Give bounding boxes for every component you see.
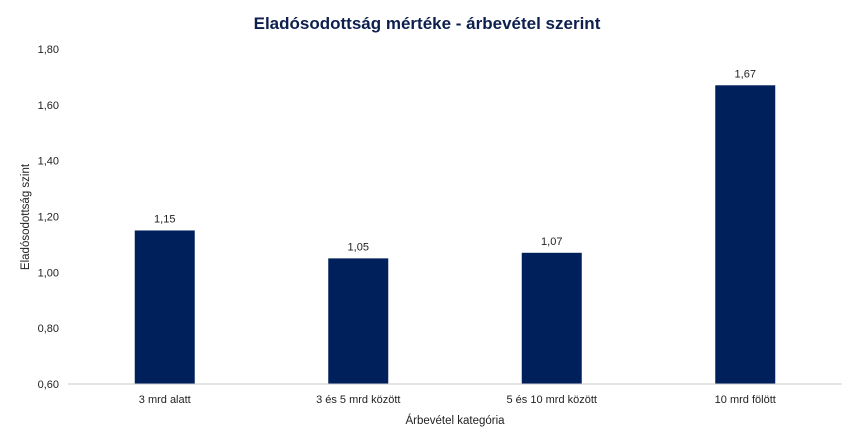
bars [134, 85, 776, 385]
bar [715, 85, 776, 385]
y-tick-label: 1,40 [38, 156, 59, 168]
y-tick-label: 1,60 [38, 100, 59, 112]
data-labels: 1,15 1,05 1,07 1,67 [154, 68, 756, 253]
y-axis-ticks: 0,60 0,80 1,00 1,20 1,40 1,60 1,80 [38, 44, 59, 391]
y-tick-label: 1,20 [38, 212, 59, 224]
data-label: 1,05 [348, 241, 369, 253]
y-tick-label: 1,80 [38, 44, 59, 56]
y-tick-label: 1,00 [38, 267, 59, 279]
x-tick-label: 10 mrd fölött [715, 394, 776, 406]
x-axis-ticks: 3 mrd alatt 3 és 5 mrd között 5 és 10 mrd … [139, 394, 776, 406]
y-tick-label: 0,60 [38, 379, 59, 391]
data-label: 1,15 [154, 213, 175, 225]
chart-title: Eladósodottság mértéke - árbevétel szeri… [254, 14, 601, 33]
y-tick-label: 0,80 [38, 323, 59, 335]
x-tick-label: 3 és 5 mrd között [316, 394, 400, 406]
bar [328, 258, 389, 384]
x-tick-label: 5 és 10 mrd között [507, 394, 598, 406]
bar [521, 252, 582, 384]
bar [134, 230, 195, 384]
data-label: 1,67 [735, 68, 756, 80]
x-tick-label: 3 mrd alatt [139, 394, 191, 406]
x-axis-title: Árbevétel kategória [405, 414, 505, 427]
data-label: 1,07 [541, 236, 562, 248]
y-axis-title: Eladósodottság szint [20, 163, 32, 270]
